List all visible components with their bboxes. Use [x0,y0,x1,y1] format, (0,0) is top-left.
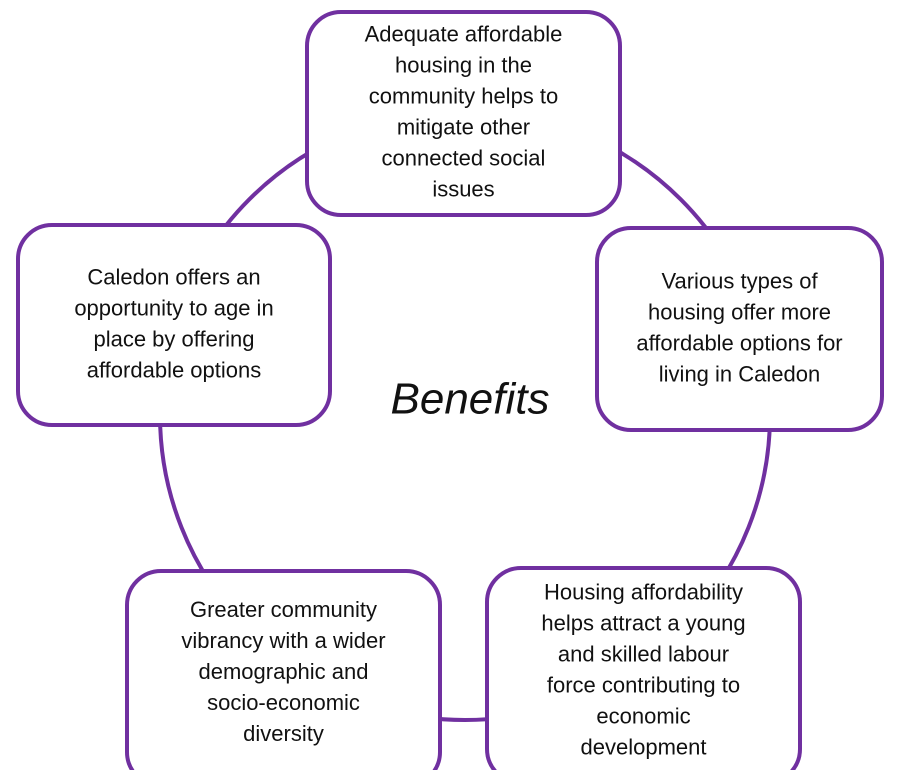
node-text: opportunity to age in [74,295,273,320]
node-box [125,569,442,770]
center-label: Benefits [391,375,550,424]
node-text: housing offer more [648,299,831,324]
node-box [16,223,332,427]
node-text: Housing affordability [544,579,743,604]
node-text: Various types of [661,268,818,293]
node-text: Adequate affordable [365,21,563,46]
node-text: socio-economic [207,690,360,715]
node-text: force contributing to [547,672,740,697]
node-text: helps attract a young [541,610,745,635]
node-text: Greater community [190,597,377,622]
node-text: place by offering [93,326,254,351]
node-text: development [581,734,707,759]
node-text: and skilled labour [558,641,729,666]
node-box [305,10,622,217]
node-box [485,566,802,770]
node-text: connected social [382,145,546,170]
node-text: mitigate other [397,114,530,139]
node-text: community helps to [369,83,559,108]
node-text: diversity [243,721,324,746]
node-text: Caledon offers an [87,264,260,289]
node-text: issues [432,176,494,201]
node-text: vibrancy with a wider [181,628,385,653]
node-text: economic [596,703,690,728]
node-text: affordable options for [636,330,842,355]
node-text: living in Caledon [659,361,820,386]
node-text: demographic and [198,659,368,684]
node-box [595,226,884,432]
node-text: affordable options [87,357,262,382]
node-text: housing in the [395,52,532,77]
